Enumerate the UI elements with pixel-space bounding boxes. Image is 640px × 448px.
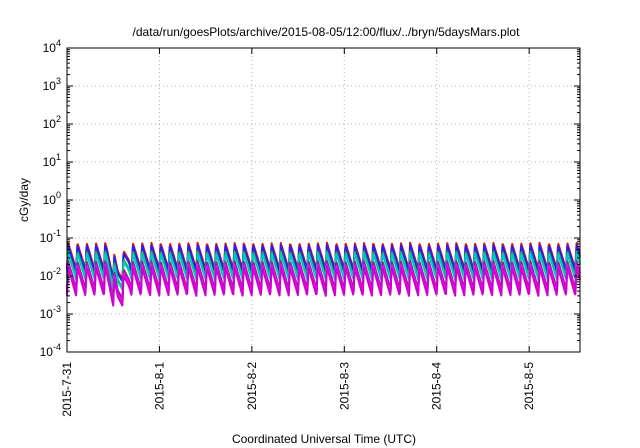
chart-title: /data/run/goesPlots/archive/2015-08-05/1… <box>133 25 521 39</box>
y-tick-label: 103 <box>43 76 61 93</box>
x-tick-label: 2015-8-3 <box>337 362 351 410</box>
series-line-7 <box>66 266 581 307</box>
y-tick-label: 104 <box>43 38 61 55</box>
x-tick-label: 2015-8-1 <box>152 362 166 410</box>
x-tick-label: 2015-8-2 <box>245 362 259 410</box>
y-tick-label: 10-1 <box>40 228 61 245</box>
y-tick-label: 10-3 <box>40 304 61 321</box>
grid <box>67 48 580 352</box>
y-tick-label: 10-2 <box>40 266 61 283</box>
x-tick-label: 2015-8-4 <box>430 362 444 410</box>
y-tick-labels: 10-4 10-3 10-2 10-1 100 101 102 103 104 <box>40 38 61 359</box>
series-line-2 <box>66 244 581 283</box>
y-tick-label: 10-4 <box>40 342 61 359</box>
y-tick-label: 102 <box>43 114 61 131</box>
x-tick-label: 2015-8-5 <box>522 362 536 410</box>
x-axis-label: Coordinated Universal Time (UTC) <box>232 432 416 446</box>
x-tick-label: 2015-7-31 <box>60 362 74 417</box>
y-axis-label: cGy/day <box>17 178 31 222</box>
y-tick-label: 100 <box>43 190 61 207</box>
axis-ticks <box>66 47 580 353</box>
y-tick-label: 101 <box>43 152 61 169</box>
series-lines <box>66 241 581 307</box>
x-tick-labels: 2015-7-31 2015-8-1 2015-8-2 2015-8-3 2015-8-… <box>60 362 536 417</box>
series-line-4 <box>66 252 581 291</box>
